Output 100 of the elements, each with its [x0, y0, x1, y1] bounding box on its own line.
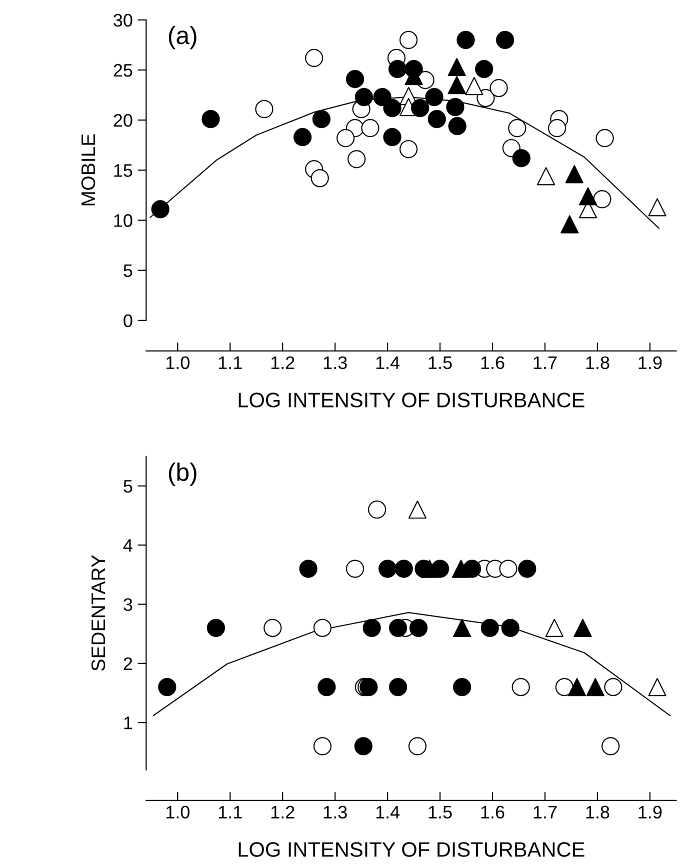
point [593, 190, 612, 208]
point [346, 70, 364, 88]
point [378, 560, 397, 578]
line-series [152, 612, 670, 716]
point [383, 99, 402, 118]
point [555, 678, 574, 696]
point [346, 560, 364, 578]
point [560, 215, 579, 234]
point [453, 618, 472, 637]
x-tick-label: 1.0 [166, 806, 190, 819]
point [604, 678, 622, 696]
point [496, 30, 514, 50]
point [394, 560, 413, 578]
x-tick-label: 1.9 [638, 356, 662, 370]
y-tick-label: 1 [124, 716, 132, 730]
point [264, 618, 282, 637]
point [388, 60, 407, 78]
y-axis-title: SEDENTARY [91, 555, 106, 671]
x-tick-label: 1.7 [534, 356, 557, 369]
point [578, 187, 598, 206]
point [399, 140, 418, 158]
point [596, 129, 614, 148]
point [312, 110, 330, 128]
x-tick-label: 1.2 [271, 806, 294, 818]
y-tick-label: 0 [124, 314, 132, 328]
point [548, 119, 566, 138]
point [313, 737, 332, 756]
point [425, 88, 444, 106]
x-tick-label: 1.3 [324, 356, 347, 370]
point [465, 76, 484, 96]
y-tick-label: 10 [114, 214, 132, 227]
point [446, 98, 464, 116]
point [399, 30, 418, 50]
point [456, 30, 475, 50]
x-tick-label: 1.5 [428, 806, 452, 819]
point [420, 560, 439, 578]
y-axis-title: MOBILE [81, 134, 96, 206]
point [512, 149, 530, 168]
point [368, 500, 386, 519]
point [373, 88, 392, 106]
x-tick-label: 1.6 [481, 806, 504, 819]
point [318, 678, 336, 696]
y-tick-label: 30 [114, 14, 132, 27]
x-tick-label: 1.2 [271, 356, 294, 369]
point [293, 128, 312, 146]
x-tick-label: 1.0 [166, 356, 190, 370]
x-tick-label: 1.9 [638, 806, 662, 819]
x-axis-title: LOG INTENSITY OF DISTURBANCE [238, 392, 584, 408]
point [388, 678, 408, 696]
point [648, 678, 666, 696]
x-tick-label: 1.5 [428, 356, 452, 370]
point [408, 500, 427, 519]
point [545, 618, 564, 637]
point [512, 678, 530, 696]
point [448, 58, 466, 76]
point [475, 60, 494, 78]
point [388, 618, 408, 637]
x-tick-label: 1.8 [586, 806, 610, 819]
x-tick-label: 1.3 [324, 806, 347, 819]
point [361, 119, 380, 138]
point [362, 618, 381, 637]
y-tick-label: 2 [124, 657, 132, 670]
point [452, 560, 470, 578]
x-axis-title: LOG INTENSITY OF DISTURBANCE [238, 842, 584, 857]
point [518, 560, 536, 578]
point [586, 678, 604, 696]
point [602, 737, 620, 756]
point [255, 100, 274, 118]
point [411, 99, 430, 118]
point [428, 110, 446, 128]
point [158, 678, 176, 696]
point [448, 76, 466, 94]
x-tick-label: 1.7 [534, 806, 557, 818]
point [310, 169, 329, 188]
point [409, 618, 428, 637]
point [299, 560, 318, 578]
point [348, 150, 366, 168]
point [408, 737, 427, 756]
x-tick-label: 1.6 [481, 356, 504, 370]
point [536, 167, 556, 186]
point [648, 198, 666, 216]
x-tick-label: 1.4 [376, 806, 400, 818]
point [448, 117, 466, 136]
point [336, 129, 355, 148]
y-tick-label: 3 [124, 598, 132, 611]
y-tick-label: 4 [123, 539, 132, 552]
point [508, 119, 526, 138]
point [151, 200, 170, 218]
point [499, 560, 518, 578]
point [313, 618, 332, 637]
point [490, 78, 508, 98]
point [480, 618, 499, 637]
point [476, 88, 495, 108]
point [354, 88, 373, 106]
chart-title: (a) [168, 26, 196, 50]
point [383, 128, 402, 146]
point [501, 618, 520, 637]
y-tick-label: 15 [114, 164, 132, 177]
y-tick-label: 5 [124, 480, 132, 493]
y-tick-label: 25 [114, 64, 132, 77]
